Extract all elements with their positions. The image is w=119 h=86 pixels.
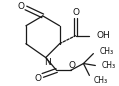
Text: N: N (44, 58, 51, 67)
Text: OH: OH (96, 31, 110, 40)
Text: O: O (34, 74, 41, 83)
Text: CH₃: CH₃ (93, 76, 107, 85)
Text: CH₃: CH₃ (99, 47, 113, 56)
Text: O: O (17, 2, 24, 11)
Text: CH₃: CH₃ (101, 61, 115, 70)
Text: O: O (68, 61, 75, 70)
Text: O: O (72, 8, 79, 17)
